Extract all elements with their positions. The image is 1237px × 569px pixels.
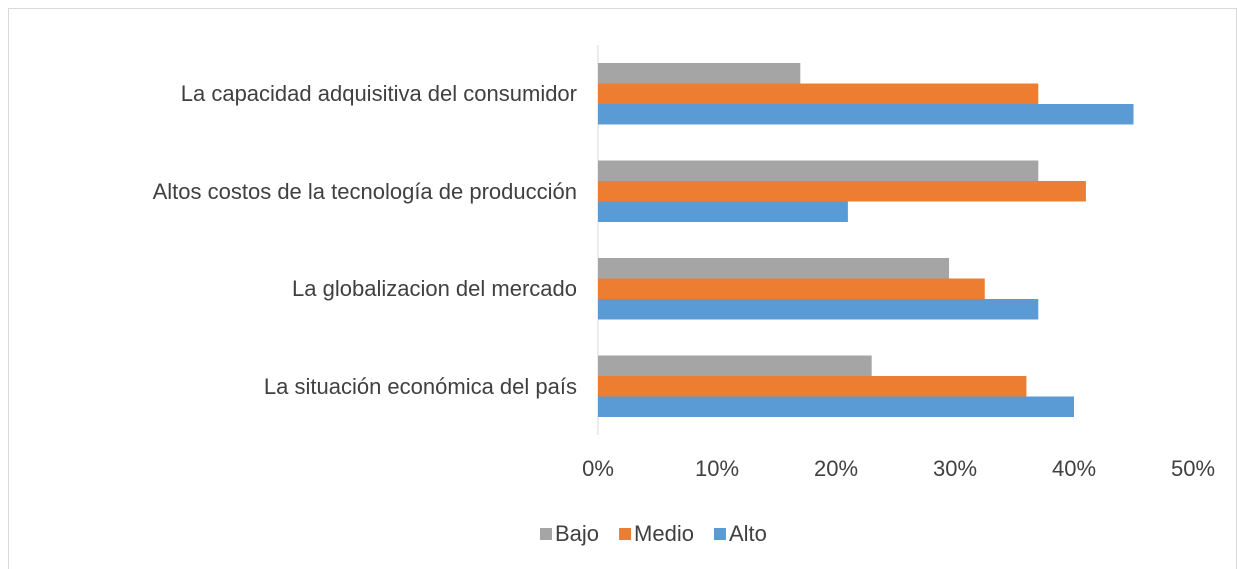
legend-swatch <box>713 528 726 540</box>
legend-label: Bajo <box>555 521 599 546</box>
x-tick-label: 10% <box>695 456 739 481</box>
category-label-box: La capacidad adquisitiva del consumidor <box>0 45 577 143</box>
legend-swatch <box>540 528 552 540</box>
bar <box>598 376 1027 397</box>
category-label: La situación económica del país <box>263 373 577 399</box>
bar <box>598 396 1074 417</box>
x-tick-label: 50% <box>1171 456 1215 481</box>
bar <box>598 299 1039 320</box>
bar <box>598 104 1134 125</box>
category-label: La globalizacion del mercado <box>292 276 577 301</box>
category-label: La capacidad adquisitiva del consumidor <box>180 81 577 106</box>
x-tick-label: 30% <box>933 456 977 481</box>
x-tick-label: 40% <box>1052 456 1096 481</box>
legend-label: Alto <box>729 521 767 546</box>
bar <box>598 278 985 299</box>
category-label: Altos costos de la tecnología de producc… <box>152 178 577 204</box>
bar <box>598 355 872 376</box>
legend-label: Medio <box>634 521 694 546</box>
bar <box>598 160 1039 181</box>
bar <box>598 258 950 279</box>
bar <box>598 181 1086 202</box>
category-label-box: La situación económica del país <box>0 338 577 436</box>
bar <box>598 83 1039 104</box>
bar <box>598 63 801 84</box>
x-tick-label: 20% <box>814 456 858 481</box>
x-tick-label: 0% <box>582 456 614 481</box>
category-label-box: Altos costos de la tecnología de producc… <box>0 143 577 241</box>
category-label-box: La globalizacion del mercado <box>0 240 577 338</box>
legend-swatch <box>619 528 632 540</box>
bar <box>598 201 848 222</box>
